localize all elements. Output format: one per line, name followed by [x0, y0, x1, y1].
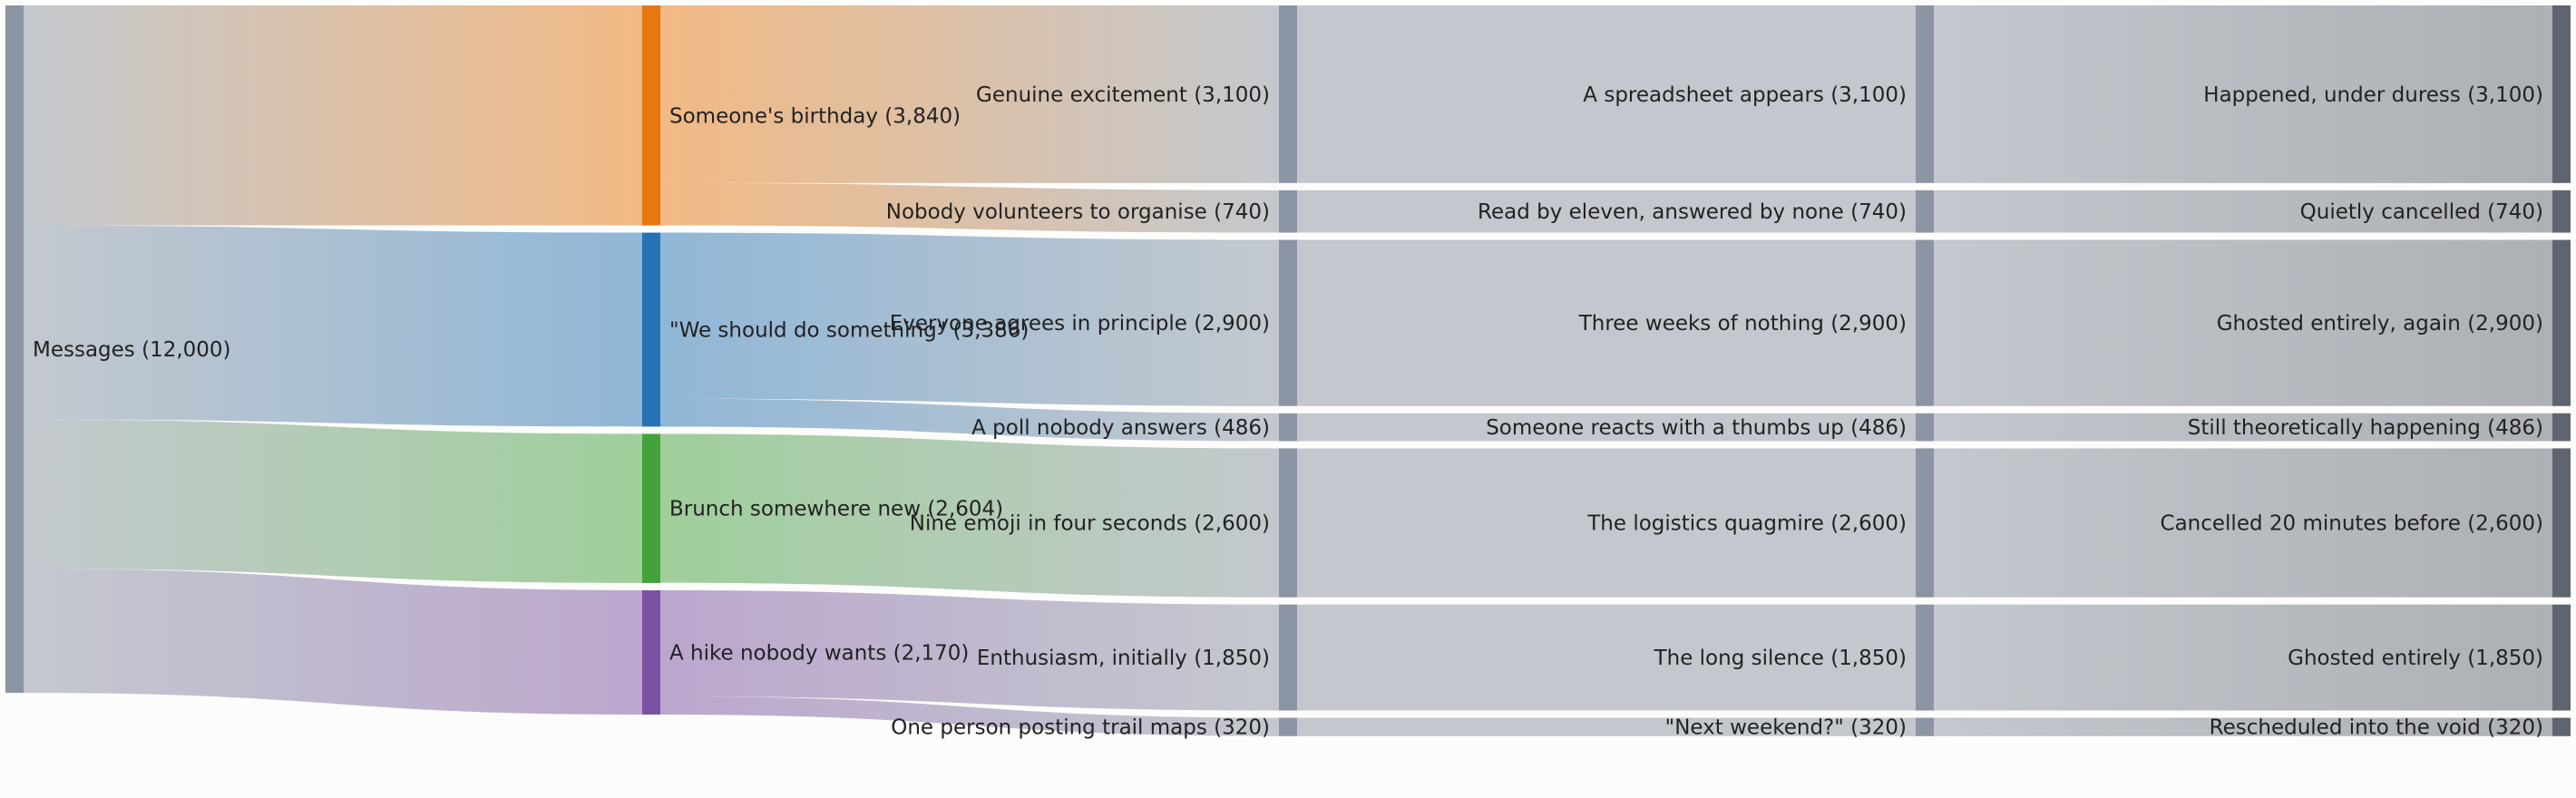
sankey-node-emoji [1279, 448, 1297, 598]
sankey-link-agree-three [1297, 239, 1916, 406]
sankey-link-poll-thumbs [1297, 413, 1916, 442]
sankey-node-poll [1279, 413, 1297, 442]
sankey-link-birthday-novol [660, 182, 1279, 233]
sankey-node-logi [1916, 448, 1934, 598]
sankey-node-label-agree: Everyone agrees in principle (2,900) [890, 312, 1270, 336]
sankey-node-label-enth: Enthusiasm, initially (1,850) [977, 647, 1270, 670]
sankey-node-hike [642, 589, 660, 715]
sankey-node-label-thumbs: Someone reacts with a thumbs up (486) [1486, 416, 1907, 440]
links-layer [24, 5, 2552, 736]
sankey-node-label-poll: A poll nobody answers (486) [971, 416, 1270, 440]
sankey-link-silence-ghost [1934, 604, 2552, 711]
sankey-node-label-three: Three weeks of nothing (2,900) [1578, 312, 1907, 336]
sankey-node-c20 [2552, 448, 2571, 598]
sankey-node-label-quiet: Quietly cancelled (740) [2300, 200, 2543, 224]
sankey-node-agree [1279, 239, 1297, 406]
sankey-link-emoji-logi [1297, 448, 1916, 598]
sankey-node-should [642, 232, 660, 427]
sankey-link-excite-spread [1297, 5, 1916, 183]
sankey-link-novol-read [1297, 190, 1916, 233]
sankey-node-label-duress: Happened, under duress (3,100) [2203, 83, 2543, 107]
sankey-node-birthday [642, 5, 660, 226]
sankey-node-silence [1916, 604, 1934, 711]
sankey-node-thumbs [1916, 413, 1934, 442]
sankey-node-label-messages: Messages (12,000) [33, 338, 231, 362]
sankey-node-enth [1279, 604, 1297, 711]
labels-layer: Messages (12,000) Someone's birthday (3,8… [33, 83, 2543, 740]
nodes-layer [5, 5, 2571, 736]
sankey-link-birthday-excite [660, 5, 1279, 183]
sankey-node-label-nextwk: "Next weekend?" (320) [1665, 716, 1907, 740]
sankey-link-messages-brunch [24, 419, 642, 583]
sankey-node-spread [1916, 5, 1934, 183]
sankey-node-ghost [2552, 604, 2571, 711]
sankey-node-novol [1279, 190, 1297, 233]
sankey-node-label-emoji: Nine emoji in four seconds (2,600) [910, 512, 1270, 536]
sankey-node-label-c20: Cancelled 20 minutes before (2,600) [2161, 512, 2543, 536]
sankey-node-nextwk [1916, 717, 1934, 736]
sankey-node-label-void: Rescheduled into the void (320) [2210, 716, 2543, 740]
sankey-node-label-should: "We should do something" (3,386) [669, 319, 1029, 343]
sankey-node-label-novol: Nobody volunteers to organise (740) [886, 200, 1270, 224]
sankey-node-label-logi: The logistics quagmire (2,600) [1586, 512, 1907, 536]
sankey-link-enth-silence [1297, 604, 1916, 711]
sankey-link-messages-should [24, 225, 642, 427]
sankey-node-quiet [2552, 190, 2571, 233]
sankey-link-hike-trail [660, 696, 1279, 736]
sankey-node-read [1916, 190, 1934, 233]
sankey-node-label-hike: A hike nobody wants (2,170) [669, 641, 969, 665]
sankey-node-label-ghost: Ghosted entirely (1,850) [2288, 647, 2543, 670]
sankey-node-theo [2552, 413, 2571, 442]
sankey-node-brunch [642, 433, 660, 583]
sankey-node-label-read: Read by eleven, answered by none (740) [1478, 200, 1907, 224]
sankey-node-label-birthday: Someone's birthday (3,840) [669, 104, 961, 128]
sankey-node-label-silence: The long silence (1,850) [1654, 647, 1907, 670]
sankey-link-messages-hike [24, 568, 642, 715]
sankey-link-brunch-emoji [660, 433, 1279, 598]
sankey-node-three [1916, 239, 1934, 406]
sankey-link-thumbs-theo [1934, 413, 2552, 442]
sankey-node-label-again: Ghosted entirely, again (2,900) [2217, 312, 2543, 336]
sankey-link-should-poll [660, 398, 1279, 442]
sankey-link-trail-nextwk [1297, 717, 1916, 736]
sankey-link-nextwk-void [1934, 717, 2552, 736]
sankey-node-label-theo: Still theoretically happening (486) [2188, 416, 2543, 440]
sankey-node-trail [1279, 717, 1297, 736]
sankey-link-logi-c20 [1934, 448, 2552, 598]
sankey-link-hike-enth [660, 589, 1279, 711]
sankey-node-void [2552, 717, 2571, 736]
sankey-link-spread-duress [1934, 5, 2552, 183]
sankey-link-should-agree [660, 232, 1279, 406]
sankey-link-read-quiet [1934, 190, 2552, 233]
sankey-link-messages-birthday [24, 5, 642, 226]
sankey-node-label-trail: One person posting trail maps (320) [891, 716, 1270, 740]
sankey-node-messages [5, 5, 24, 693]
sankey-node-label-excite: Genuine excitement (3,100) [976, 83, 1270, 107]
sankey-node-again [2552, 239, 2571, 406]
sankey-node-label-brunch: Brunch somewhere new (2,604) [669, 498, 1003, 521]
sankey-link-three-again [1934, 239, 2552, 406]
sankey-node-excite [1279, 5, 1297, 183]
sankey-node-duress [2552, 5, 2571, 183]
sankey-node-label-spread: A spreadsheet appears (3,100) [1583, 83, 1907, 107]
